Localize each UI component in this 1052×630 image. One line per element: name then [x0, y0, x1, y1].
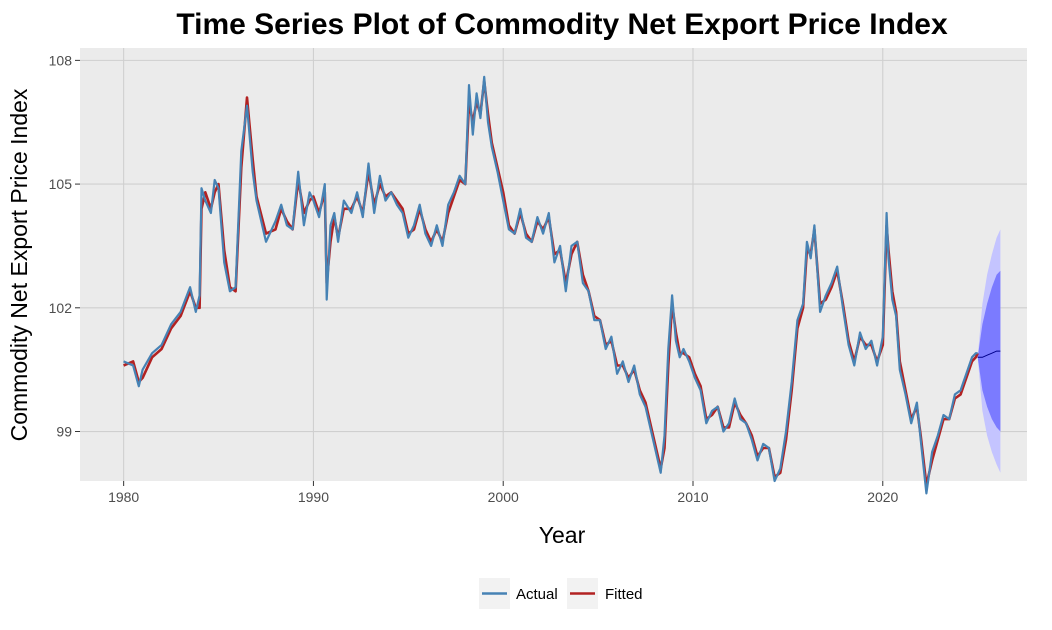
forecast-band-80	[977, 270, 1001, 432]
y-tick-label-102: 102	[49, 300, 73, 316]
x-tick-label-1980: 1980	[108, 489, 139, 505]
series-layer	[123, 75, 1001, 495]
y-tick-label-99: 99	[56, 424, 72, 440]
legend-label-actual: Actual	[516, 586, 558, 603]
forecast-band-layer	[977, 229, 1001, 473]
y-tick-label-108: 108	[49, 52, 73, 68]
x-tick-label-2020: 2020	[867, 489, 898, 505]
tick-layer: 1980 1990 2000 2010 2020 99 102 105 108	[49, 52, 899, 505]
x-tick-label-2000: 2000	[488, 489, 519, 505]
x-tick-label-1990: 1990	[298, 489, 329, 505]
series-line-actual	[123, 75, 978, 495]
legend: Actual Fitted	[479, 578, 643, 609]
y-axis-title: Commodity Net Export Price Index	[6, 88, 32, 441]
forecast-mean-line	[977, 350, 1001, 358]
legend-label-fitted: Fitted	[605, 586, 643, 603]
y-tick-label-105: 105	[49, 176, 73, 192]
x-axis-title: Year	[539, 522, 586, 548]
x-tick-label-2010: 2010	[677, 489, 708, 505]
chart-title: Time Series Plot of Commodity Net Export…	[176, 8, 948, 41]
grid-layer	[80, 48, 1027, 481]
